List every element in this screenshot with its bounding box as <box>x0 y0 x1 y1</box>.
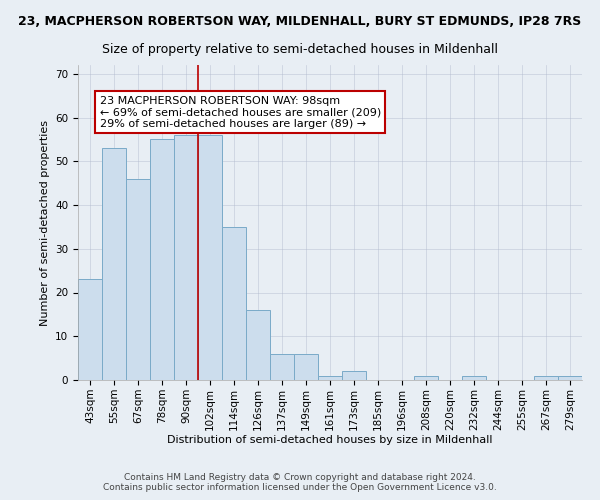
X-axis label: Distribution of semi-detached houses by size in Mildenhall: Distribution of semi-detached houses by … <box>167 436 493 446</box>
Bar <box>222 227 246 380</box>
Bar <box>318 376 342 380</box>
Text: 23, MACPHERSON ROBERTSON WAY, MILDENHALL, BURY ST EDMUNDS, IP28 7RS: 23, MACPHERSON ROBERTSON WAY, MILDENHALL… <box>19 15 581 28</box>
Bar <box>246 310 270 380</box>
Bar <box>462 376 486 380</box>
Bar <box>534 376 558 380</box>
Bar <box>126 179 150 380</box>
Bar <box>294 354 318 380</box>
Bar <box>174 135 198 380</box>
Bar <box>198 135 222 380</box>
Bar <box>102 148 126 380</box>
Bar <box>558 376 582 380</box>
Bar <box>270 354 294 380</box>
Text: Size of property relative to semi-detached houses in Mildenhall: Size of property relative to semi-detach… <box>102 42 498 56</box>
Bar <box>78 280 102 380</box>
Bar <box>342 371 366 380</box>
Bar <box>414 376 438 380</box>
Text: 23 MACPHERSON ROBERTSON WAY: 98sqm
← 69% of semi-detached houses are smaller (20: 23 MACPHERSON ROBERTSON WAY: 98sqm ← 69%… <box>100 96 381 129</box>
Bar <box>150 140 174 380</box>
Text: Contains HM Land Registry data © Crown copyright and database right 2024.
Contai: Contains HM Land Registry data © Crown c… <box>103 473 497 492</box>
Y-axis label: Number of semi-detached properties: Number of semi-detached properties <box>40 120 50 326</box>
